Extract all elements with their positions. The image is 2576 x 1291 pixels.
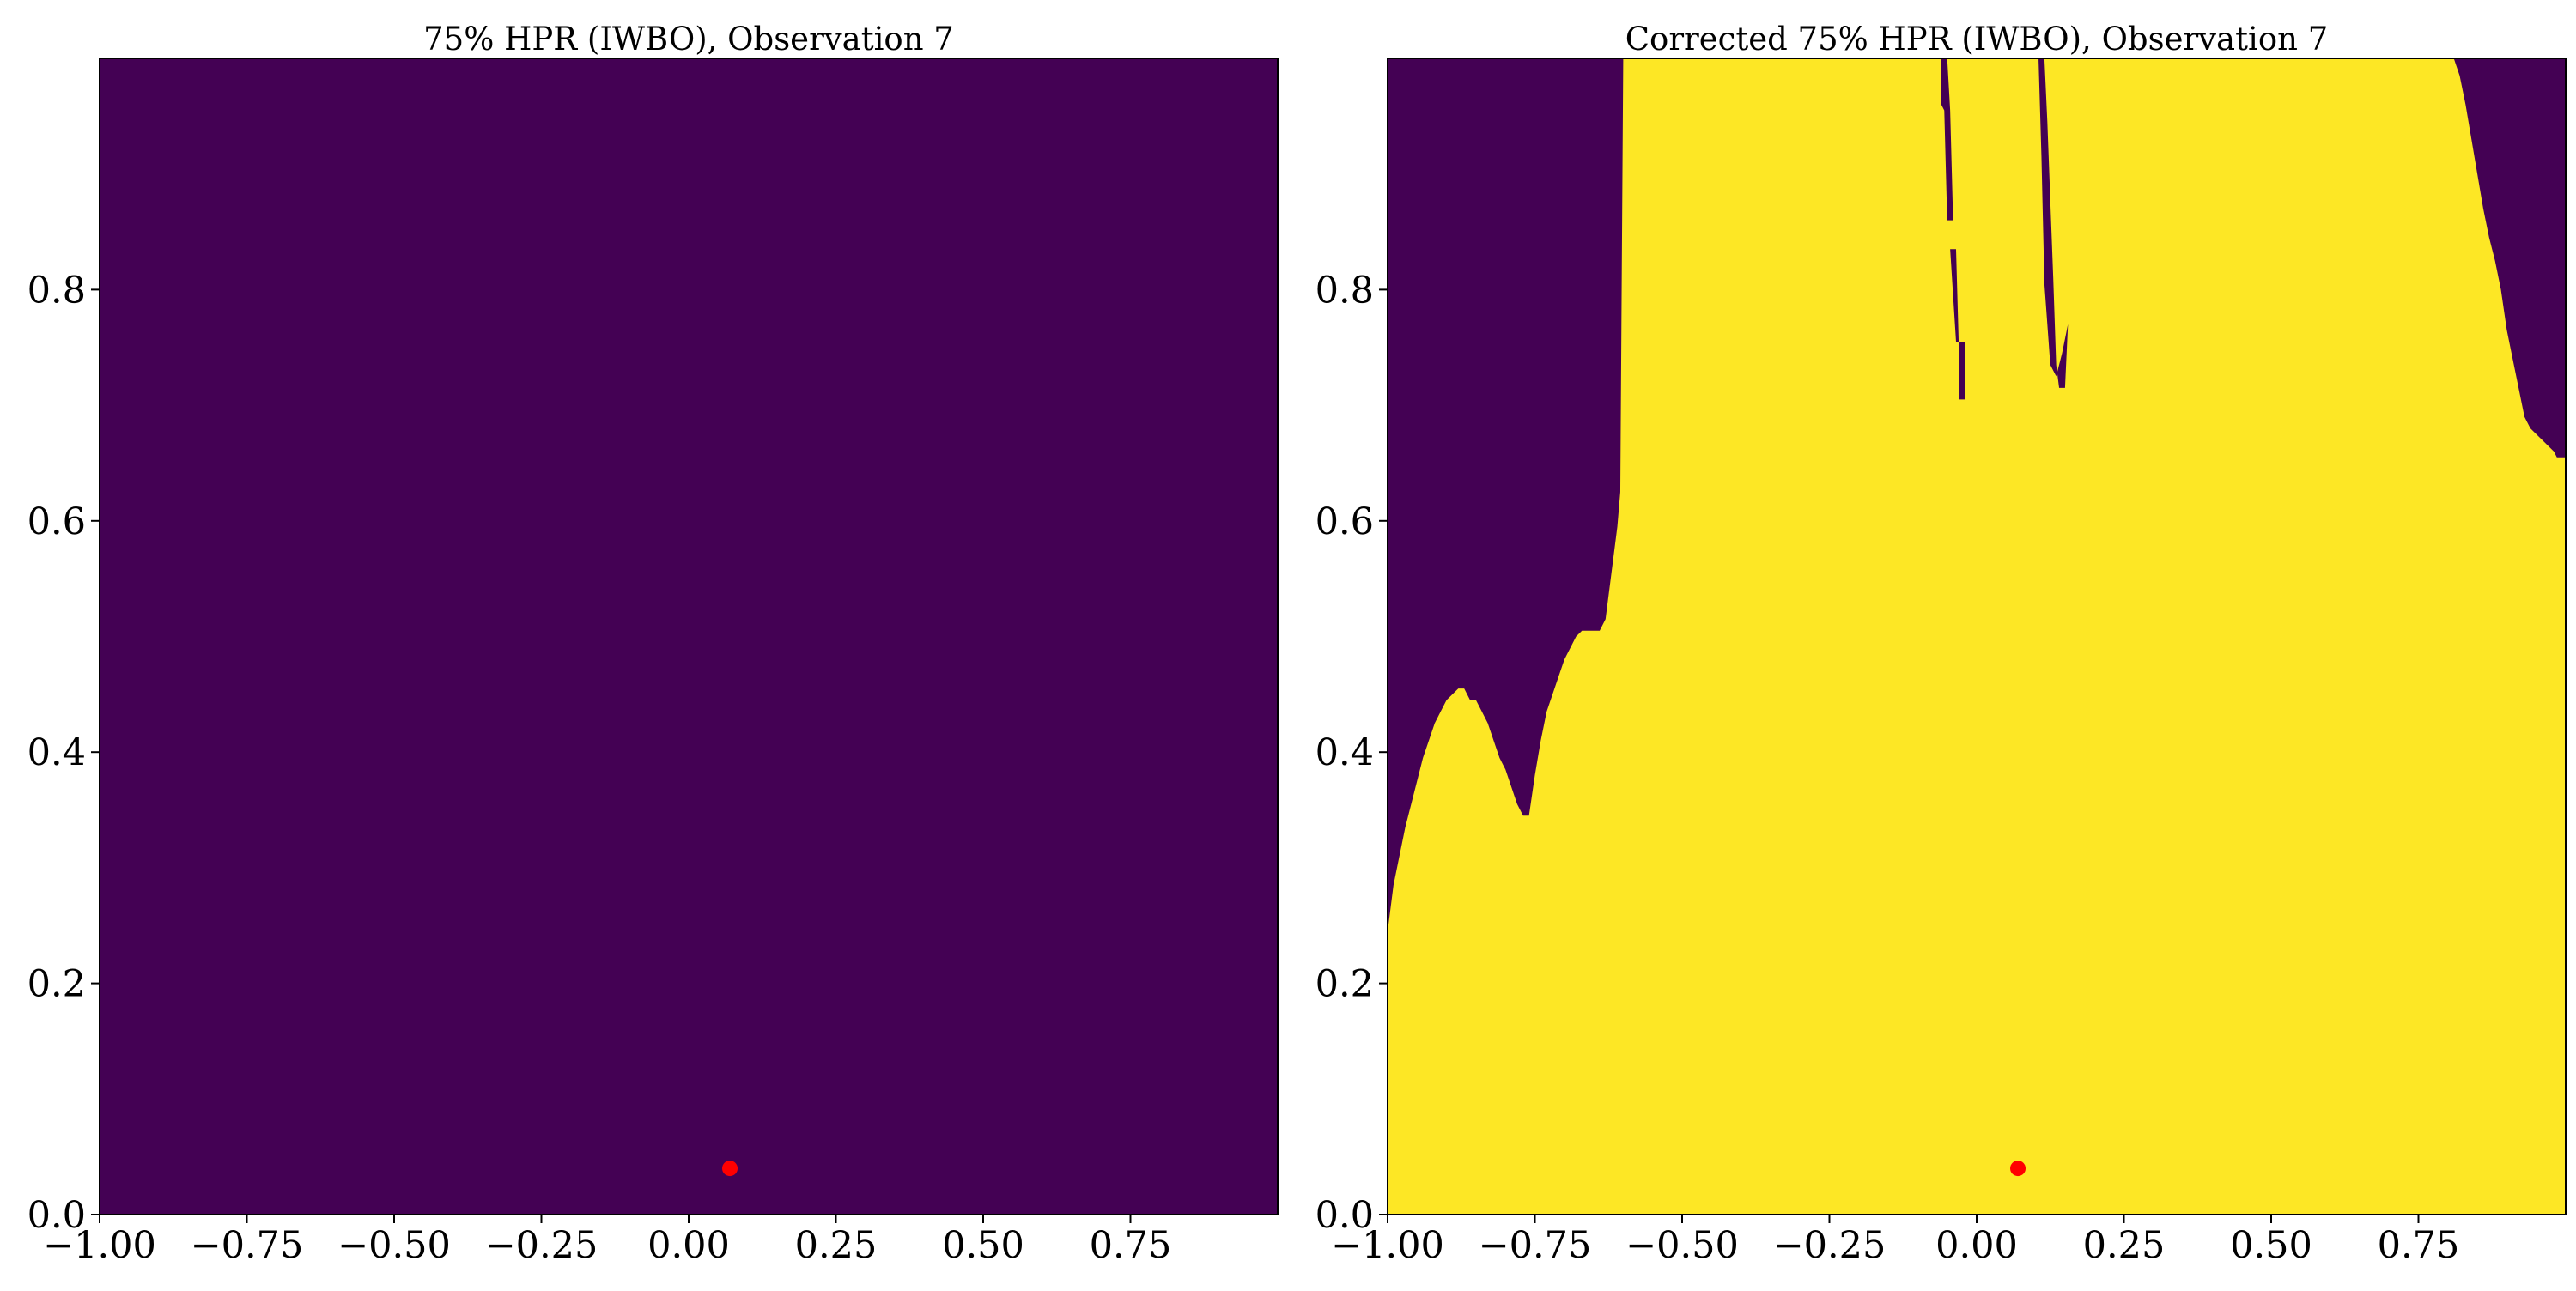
x-tick-label: −0.50	[1625, 1224, 1739, 1267]
x-tick-label: 0.50	[942, 1224, 1024, 1267]
x-tick-label: −1.00	[1331, 1224, 1444, 1267]
chart-title: Corrected 75% HPR (IWBO), Observation 7	[1625, 21, 2328, 58]
y-tick-label: 0.8	[1315, 269, 1374, 312]
y-tick-label: 0.4	[1315, 731, 1374, 774]
x-tick-label: 0.75	[1090, 1224, 1172, 1267]
chart-title: 75% HPR (IWBO), Observation 7	[423, 21, 954, 58]
observation-point	[2010, 1161, 2026, 1177]
x-tick-label: −0.75	[1479, 1224, 1592, 1267]
y-tick-label: 0.2	[1315, 963, 1374, 1006]
y-tick-label: 0.0	[27, 1194, 86, 1237]
x-tick-label: 0.50	[2230, 1224, 2312, 1267]
right-heatmap-chart: Corrected 75% HPR (IWBO), Observation 7 −…	[1315, 21, 2567, 1267]
y-tick-label: 0.6	[27, 500, 86, 543]
y-tick-label: 0.0	[1315, 1194, 1374, 1237]
y-tick-label: 0.8	[27, 269, 86, 312]
y-tick-label: 0.6	[1315, 500, 1374, 543]
hpr-region	[1388, 58, 2566, 1215]
x-tick-label: 0.75	[2378, 1224, 2460, 1267]
x-tick-label: 0.25	[2083, 1224, 2166, 1267]
x-tick-label: 0.25	[795, 1224, 878, 1267]
x-tick-label: −0.25	[485, 1224, 598, 1267]
heatmap-background	[100, 58, 1278, 1215]
x-tick-label: 0.00	[647, 1224, 730, 1267]
x-tick-label: −0.25	[1773, 1224, 1886, 1267]
x-tick-label: 0.00	[1935, 1224, 2018, 1267]
observation-point	[722, 1161, 738, 1177]
x-tick-label: −0.75	[191, 1224, 304, 1267]
left-heatmap-chart: 75% HPR (IWBO), Observation 7−1.00 −0.75−…	[27, 21, 1279, 1267]
x-tick-label: −1.00	[43, 1224, 156, 1267]
y-tick-label: 0.2	[27, 963, 86, 1006]
left-chart-panel: 75% HPR (IWBO), Observation 7 −1.00 −0.75−…	[0, 0, 1288, 1288]
right-chart-panel: Corrected 75% HPR (IWBO), Observation 7 −…	[1288, 0, 2576, 1288]
y-tick-label: 0.4	[27, 731, 86, 774]
x-tick-label: −0.50	[337, 1224, 451, 1267]
